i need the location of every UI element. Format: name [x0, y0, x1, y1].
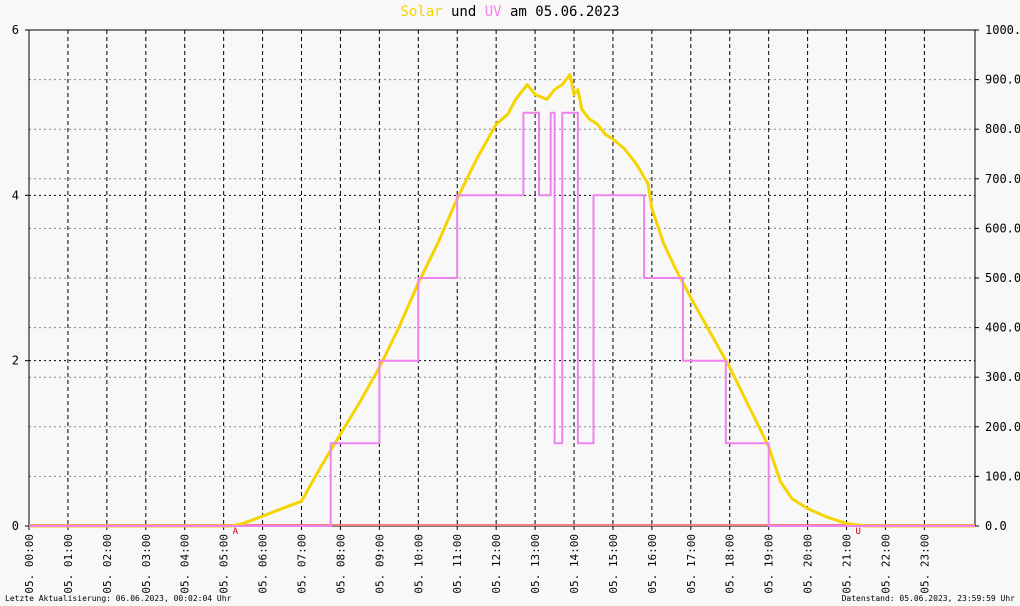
y-right-tick-label: 800.0: [985, 122, 1020, 136]
x-tick-label: 05. 16:00: [646, 534, 659, 594]
x-tick-label: 05. 11:00: [451, 534, 464, 594]
y-right-tick-label: 200.0: [985, 420, 1020, 434]
x-tick-label: 05. 04:00: [179, 534, 192, 594]
y-left-tick-label: 4: [12, 188, 19, 202]
x-tick-label: 05. 18:00: [724, 534, 737, 594]
x-tick-label: 05. 10:00: [412, 534, 425, 594]
x-tick-label: 05. 15:00: [607, 534, 620, 594]
y-right-tick-label: 500.0: [985, 271, 1020, 285]
title-solar: Solar: [400, 4, 443, 20]
chart-title: Solar und UV am 05.06.2023: [0, 4, 1020, 20]
x-tick-label: 05. 08:00: [334, 534, 347, 594]
x-tick-label: 05. 13:00: [529, 534, 542, 594]
x-tick-label: 05. 19:00: [763, 534, 776, 594]
x-tick-label: 05. 00:00: [23, 534, 36, 594]
footer-last-update: Letzte Aktualisierung: 06.06.2023, 00:02…: [5, 594, 232, 603]
x-tick-label: 05. 21:00: [841, 534, 854, 594]
x-tick-label: 05. 01:00: [62, 534, 75, 594]
y-right-tick-label: 100.0: [985, 469, 1020, 483]
x-tick-label: 05. 02:00: [101, 534, 114, 594]
y-right-tick-label: 1000.0: [985, 23, 1020, 37]
title-date: am 05.06.2023: [501, 4, 620, 20]
sun-marker-U: U: [855, 527, 860, 537]
y-left-tick-label: 6: [12, 23, 19, 37]
x-tick-label: 05. 20:00: [802, 534, 815, 594]
title-uv: UV: [484, 4, 502, 20]
x-tick-label: 05. 12:00: [490, 534, 503, 594]
y-right-tick-label: 700.0: [985, 172, 1020, 186]
x-tick-label: 05. 09:00: [373, 534, 386, 594]
y-right-tick-label: 300.0: [985, 370, 1020, 384]
x-tick-label: 05. 23:00: [918, 534, 931, 594]
x-tick-label: 05. 03:00: [140, 534, 153, 594]
footer-data-state: Datenstand: 05.06.2023, 23:59:59 Uhr: [841, 594, 1015, 603]
uv-series-line: [29, 111, 975, 527]
x-tick-label: 05. 14:00: [568, 534, 581, 594]
x-tick-label: 05. 06:00: [257, 534, 270, 594]
y-left-tick-label: 0: [12, 519, 19, 533]
y-right-tick-label: 0.0: [985, 519, 1007, 533]
y-right-tick-label: 600.0: [985, 221, 1020, 235]
x-tick-label: 05. 07:00: [296, 534, 309, 594]
y-left-tick-label: 2: [12, 354, 19, 368]
y-right-tick-label: 400.0: [985, 321, 1020, 335]
title-und: und: [442, 4, 485, 20]
x-tick-label: 05. 22:00: [879, 534, 892, 594]
sun-marker-A: A: [233, 527, 239, 537]
x-tick-label: 05. 17:00: [685, 534, 698, 594]
x-tick-label: 05. 05:00: [218, 534, 231, 594]
y-right-tick-label: 900.0: [985, 73, 1020, 87]
solar-series-line: [29, 73, 975, 528]
